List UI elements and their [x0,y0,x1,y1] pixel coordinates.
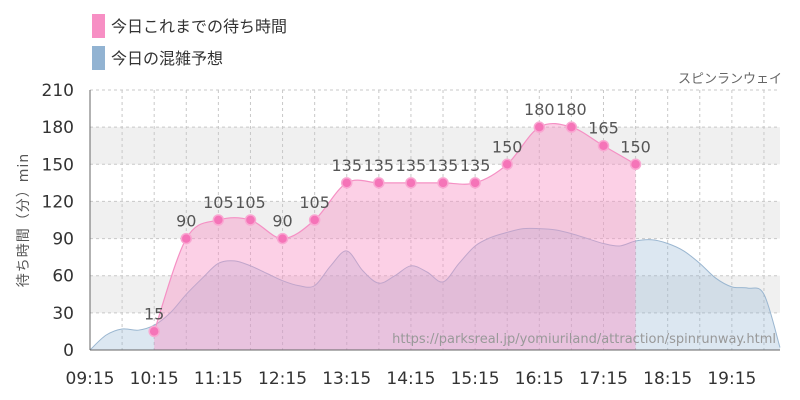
y-tick-label: 120 [42,192,74,212]
data-label: 105 [235,193,266,212]
data-label: 15 [144,304,164,323]
y-tick-label: 150 [42,155,74,175]
data-label: 135 [428,156,459,175]
x-tick-label: 13:15 [322,369,371,389]
data-point [565,121,578,133]
legend-swatch-forecast [92,46,105,70]
x-tick-label: 09:15 [66,369,115,389]
plot-bands [90,127,780,313]
y-tick-labels: 0 30 60 90 120 150 180 210 [42,81,74,361]
x-tick-label: 11:15 [194,369,243,389]
axes [89,90,780,351]
data-label: 90 [176,212,196,231]
x-tick-label: 15:15 [451,369,500,389]
data-point [212,214,225,226]
legend-label-actual: 今日これまでの待ち時間 [111,17,287,36]
plot-band [90,201,780,239]
data-point [469,177,481,189]
y-tick-label: 180 [42,118,74,138]
data-label: 135 [364,156,395,175]
x-tick-label: 16:15 [515,369,564,389]
data-point [629,158,642,171]
x-tick-label: 12:15 [258,369,307,389]
data-point [180,232,193,245]
legend-swatch-actual [92,14,105,38]
data-point [340,177,353,189]
x-tick-labels: 09:15 10:15 11:15 12:15 13:15 14:15 15:15 16:15… [66,369,757,389]
data-point [276,232,289,245]
forecast-area [90,228,780,350]
data-label: 165 [588,119,619,138]
data-label: 105 [299,193,330,212]
y-tick-label: 210 [42,81,74,101]
legend-label-forecast: 今日の混雑予想 [111,49,223,68]
data-points [148,121,642,338]
plot-band [90,275,780,313]
x-tick-label: 14:15 [386,369,435,389]
data-point [501,158,513,171]
data-label: 180 [524,100,555,119]
data-point [308,214,321,226]
data-label: 150 [492,137,523,156]
data-point [405,177,417,189]
data-label: 150 [620,137,651,156]
data-label: 135 [460,156,491,175]
data-label: 135 [331,156,362,175]
source-watermark: https://parksreal.jp/yomiuriland/attract… [392,332,776,347]
attraction-name: スピンランウェイ [678,72,782,87]
data-point [148,325,160,338]
data-point [533,121,546,133]
y-tick-label: 90 [52,230,74,250]
series-areas [89,123,781,351]
data-label: 135 [396,156,427,175]
x-tick-label: 18:15 [643,369,692,389]
forecast-line [89,227,781,351]
data-point [437,177,449,189]
data-label: 105 [203,193,234,212]
data-point [244,214,257,226]
plot-band [90,127,780,165]
y-tick-label: 60 [52,267,74,287]
y-tick-label: 30 [52,304,74,324]
x-tick-label: 17:15 [579,369,628,389]
x-tick-label: 19:15 [707,369,756,389]
x-tick-label: 10:15 [130,369,179,389]
actual-area [154,123,636,350]
actual-line [153,123,636,332]
y-axis-label: 待ち時間（分）min [16,153,32,287]
data-label: 180 [556,100,587,119]
legend: 今日これまでの待ち時間 今日の混雑予想 [92,14,287,70]
data-point [373,177,385,189]
data-label: 90 [272,212,292,231]
y-tick-label: 0 [63,341,74,361]
data-point [597,139,610,152]
